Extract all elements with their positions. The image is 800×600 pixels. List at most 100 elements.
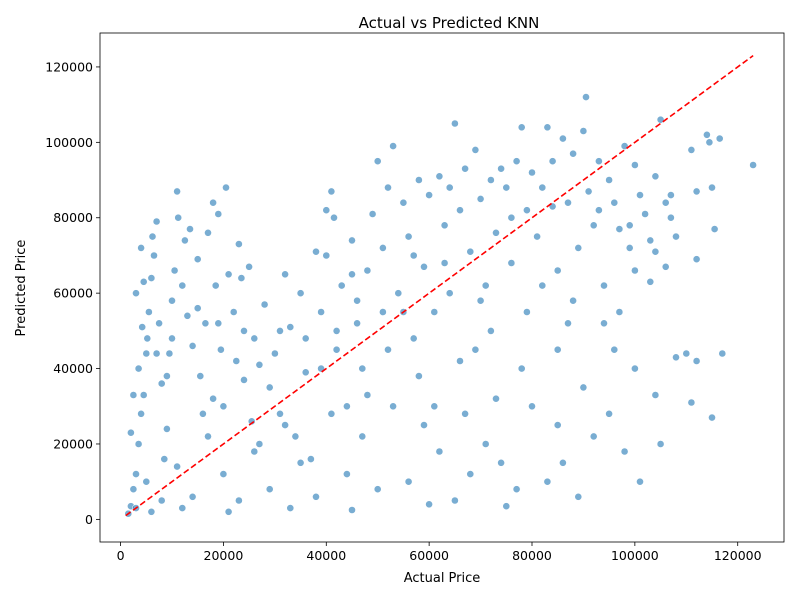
y-tick-label: 20000	[53, 436, 93, 451]
data-point	[595, 206, 603, 215]
data-point	[232, 357, 241, 365]
data-point	[672, 353, 680, 362]
data-point	[160, 455, 169, 463]
data-point	[456, 357, 464, 365]
data-point	[327, 187, 336, 196]
data-point	[373, 485, 382, 494]
data-point	[661, 198, 670, 207]
data-point	[173, 462, 181, 471]
x-tick-label: 80000	[512, 548, 552, 563]
x-tick-label: 0	[117, 548, 125, 563]
data-point	[517, 123, 526, 132]
data-point	[265, 383, 274, 392]
data-point	[296, 458, 305, 467]
data-point	[260, 300, 269, 309]
data-point	[162, 424, 171, 433]
data-point	[211, 281, 220, 290]
data-point	[584, 187, 593, 196]
data-point	[378, 243, 387, 252]
data-point	[363, 266, 372, 275]
data-point	[134, 440, 143, 448]
data-point	[137, 243, 145, 252]
data-point	[625, 221, 634, 230]
data-point	[430, 308, 439, 316]
data-point	[142, 349, 151, 358]
data-point	[247, 417, 256, 426]
data-point	[620, 447, 629, 456]
data-point	[641, 210, 649, 218]
data-point	[692, 255, 701, 264]
data-point	[237, 274, 246, 282]
data-point	[193, 304, 202, 313]
data-point	[174, 213, 183, 222]
data-point	[667, 213, 675, 222]
data-point	[240, 375, 248, 384]
data-point	[286, 323, 295, 331]
data-point	[180, 236, 189, 245]
data-point	[186, 225, 194, 233]
data-point	[214, 210, 223, 218]
data-point	[322, 251, 331, 260]
data-point	[600, 281, 608, 290]
data-point	[703, 130, 711, 139]
data-point	[708, 413, 716, 422]
data-point	[414, 372, 423, 380]
data-point	[173, 187, 181, 196]
data-point	[569, 149, 577, 158]
y-tick-label: 120000	[45, 59, 93, 74]
data-point	[276, 409, 284, 418]
data-point	[661, 262, 670, 271]
data-point	[582, 93, 590, 101]
data-point	[625, 243, 634, 252]
data-point	[512, 157, 521, 166]
data-point	[348, 270, 356, 279]
data-point	[250, 334, 259, 343]
y-tick-label: 40000	[53, 361, 93, 376]
data-point	[631, 266, 639, 275]
data-point	[276, 326, 284, 335]
data-point	[301, 334, 310, 343]
data-point	[430, 402, 439, 411]
data-point	[631, 364, 639, 373]
data-point	[605, 176, 613, 184]
data-point	[605, 409, 613, 418]
data-point	[646, 277, 655, 286]
data-point	[170, 266, 179, 275]
data-point	[150, 251, 158, 260]
data-point	[492, 394, 500, 403]
data-point	[692, 357, 701, 365]
data-point	[216, 345, 225, 354]
data-point	[615, 225, 624, 233]
data-point	[245, 262, 253, 271]
data-point	[595, 157, 603, 166]
data-point	[404, 232, 413, 241]
data-point	[358, 432, 367, 441]
data-point	[667, 191, 675, 199]
data-point	[139, 391, 148, 399]
data-point	[486, 176, 495, 184]
data-point	[229, 308, 238, 316]
data-point	[615, 308, 624, 316]
data-point	[574, 492, 583, 501]
data-point	[147, 274, 156, 282]
data-point	[450, 119, 459, 128]
data-point	[651, 391, 660, 399]
data-point	[255, 360, 264, 369]
data-point	[129, 391, 138, 399]
y-tick-label: 80000	[53, 210, 93, 225]
data-point	[178, 504, 187, 512]
data-point	[222, 183, 230, 192]
data-point	[399, 198, 408, 207]
data-point	[543, 477, 552, 486]
y-tick-label: 0	[85, 512, 93, 527]
data-point	[209, 394, 217, 403]
data-point	[332, 326, 341, 335]
data-point	[188, 341, 197, 350]
data-point	[486, 326, 495, 335]
data-point	[132, 289, 140, 298]
data-point	[450, 496, 459, 505]
data-point	[718, 349, 727, 358]
data-point	[528, 402, 536, 411]
data-point	[631, 161, 639, 169]
data-point	[559, 458, 567, 467]
